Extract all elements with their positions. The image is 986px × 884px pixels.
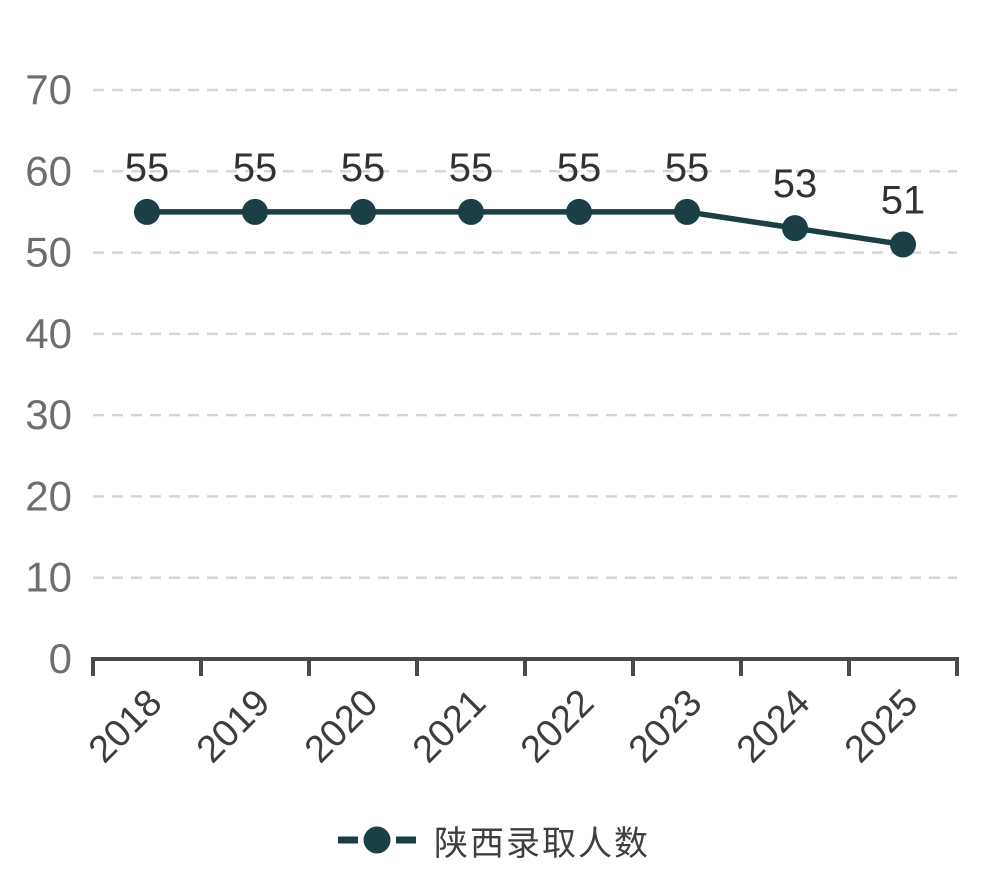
y-axis-tick-label: 0 bbox=[49, 635, 72, 682]
data-point-label: 55 bbox=[125, 146, 170, 190]
data-point-label: 55 bbox=[449, 146, 494, 190]
data-point-label: 51 bbox=[881, 178, 926, 222]
x-axis-category-label: 2019 bbox=[189, 682, 278, 771]
data-point-marker bbox=[242, 198, 268, 225]
data-point-marker bbox=[674, 198, 700, 225]
legend-label: 陕西录取人数 bbox=[434, 824, 650, 863]
y-axis-tick-label: 50 bbox=[25, 229, 72, 276]
data-point-label: 55 bbox=[233, 146, 278, 190]
y-axis-tick-label: 40 bbox=[25, 310, 72, 357]
data-point-marker bbox=[890, 231, 916, 258]
data-point-label: 55 bbox=[557, 146, 602, 190]
data-point-label: 55 bbox=[665, 146, 710, 190]
data-point-marker bbox=[458, 198, 484, 225]
legend-series-marker-icon bbox=[338, 826, 416, 854]
x-axis-category-label: 2018 bbox=[81, 682, 170, 771]
y-axis-tick-label: 70 bbox=[25, 66, 72, 113]
y-axis-tick-label: 20 bbox=[25, 472, 72, 519]
data-point-marker bbox=[566, 198, 592, 225]
x-axis-category-label: 2024 bbox=[729, 682, 818, 771]
x-axis-category-label: 2023 bbox=[621, 682, 710, 771]
data-point-label: 55 bbox=[341, 146, 386, 190]
y-axis-tick-label: 30 bbox=[25, 391, 72, 438]
data-point-marker bbox=[350, 198, 376, 225]
y-axis-tick-label: 60 bbox=[25, 147, 72, 194]
x-axis-category-label: 2025 bbox=[837, 682, 926, 771]
y-axis-tick-label: 10 bbox=[25, 554, 72, 601]
data-point-marker bbox=[134, 198, 160, 225]
x-axis-category-label: 2022 bbox=[513, 682, 602, 771]
data-point-label: 53 bbox=[773, 162, 818, 206]
data-point-marker bbox=[782, 215, 808, 242]
x-axis-category-label: 2020 bbox=[297, 682, 386, 771]
series-line bbox=[144, 209, 906, 248]
legend: 陕西录取人数 bbox=[0, 810, 986, 870]
x-axis-category-label: 2021 bbox=[405, 682, 494, 771]
